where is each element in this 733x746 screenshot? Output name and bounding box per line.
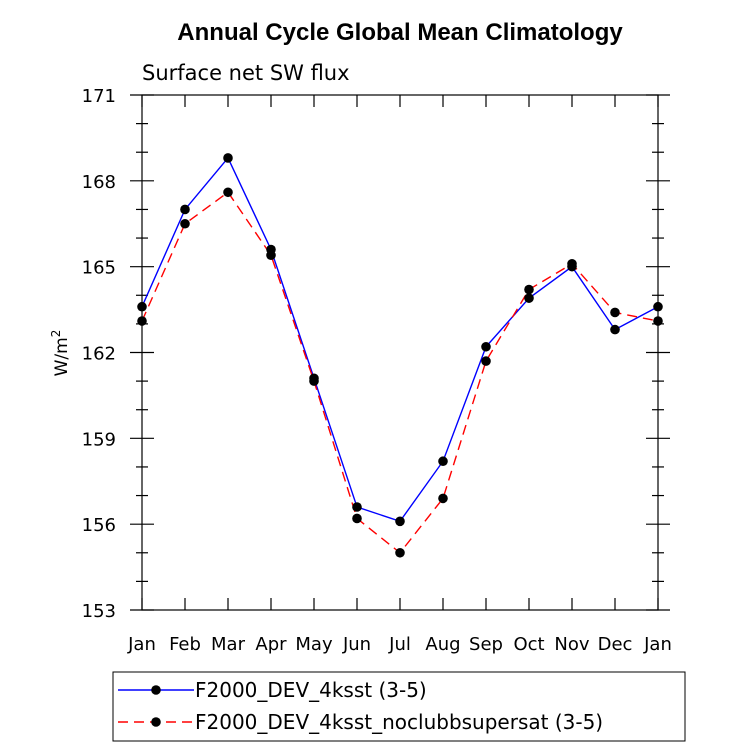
series-2-point: [352, 513, 362, 524]
series-1-point: [481, 341, 491, 352]
chart-subtitle: Surface net SW flux: [142, 61, 350, 85]
x-tick-label: Jun: [342, 634, 371, 655]
series-line-2: [141, 191, 659, 554]
y-tick-label: 171: [82, 86, 116, 107]
series-1-point: [653, 301, 663, 312]
legend-label-1: F2000_DEV_4ksst (3-5): [195, 678, 427, 702]
x-tick-label: Apr: [255, 634, 287, 655]
x-tick-label: Jan: [127, 634, 156, 655]
plot-area: 153 156 159 162 165 168 171 Jan Feb Mar Apr May Jun J…: [82, 86, 672, 655]
series-2-point: [653, 316, 663, 326]
y-tick-label: 156: [82, 515, 116, 536]
y-axis-label-main: W/m: [52, 337, 72, 376]
legend: F2000_DEV_4ksst (3-5) F2000_DEV_4ksst_noc…: [112, 671, 686, 742]
series-1-point: [395, 516, 405, 527]
series-2-point: [266, 250, 276, 261]
series-2-point: [395, 547, 405, 558]
x-tick-label: Dec: [598, 634, 633, 655]
chart-title: Annual Cycle Global Mean Climatology: [177, 19, 623, 46]
series-1-point: [223, 153, 233, 163]
legend-marker-2: [151, 717, 161, 727]
series-line-1: [141, 156, 659, 523]
x-tick-label: Feb: [169, 634, 201, 655]
series-1-point: [610, 324, 620, 335]
x-tick-label: Oct: [513, 634, 544, 655]
legend-label-2: F2000_DEV_4ksst_noclubbsupersat (3-5): [195, 710, 603, 734]
series-2-point: [481, 356, 491, 366]
legend-box: [112, 671, 686, 742]
series-2-point: [438, 493, 448, 504]
y-tick-label: 168: [82, 172, 116, 193]
x-tick-label: Nov: [554, 634, 589, 655]
x-tick-label: Jan: [643, 634, 672, 655]
series-1-point: [438, 456, 448, 467]
y-axis-label-superscript: 2: [49, 330, 63, 338]
series-1-point: [352, 502, 362, 512]
series-2-point: [180, 218, 190, 229]
x-tick-label: Sep: [469, 634, 503, 655]
y-tick-label: 159: [82, 429, 116, 450]
x-tick-label: Aug: [425, 634, 460, 655]
series-1-point: [180, 204, 190, 215]
y-axis-label: W/m2: [49, 330, 72, 377]
series-1-point: [137, 301, 147, 312]
series-2-point: [567, 259, 577, 269]
series-2-point: [137, 316, 147, 326]
series-2-point: [524, 284, 534, 295]
series-2-point: [223, 187, 233, 198]
y-tick-label: 165: [82, 258, 116, 279]
x-tick-label: May: [295, 634, 333, 655]
x-tick-label: Mar: [211, 634, 246, 655]
legend-marker-1: [151, 685, 161, 695]
y-tick-label: 153: [82, 601, 116, 622]
series-1-point: [524, 293, 534, 303]
y-tick-label: 162: [82, 344, 116, 365]
plot-frame: [141, 94, 659, 611]
series-2-point: [610, 307, 620, 318]
x-tick-label: Jul: [388, 634, 411, 655]
series-2-point: [309, 376, 319, 386]
